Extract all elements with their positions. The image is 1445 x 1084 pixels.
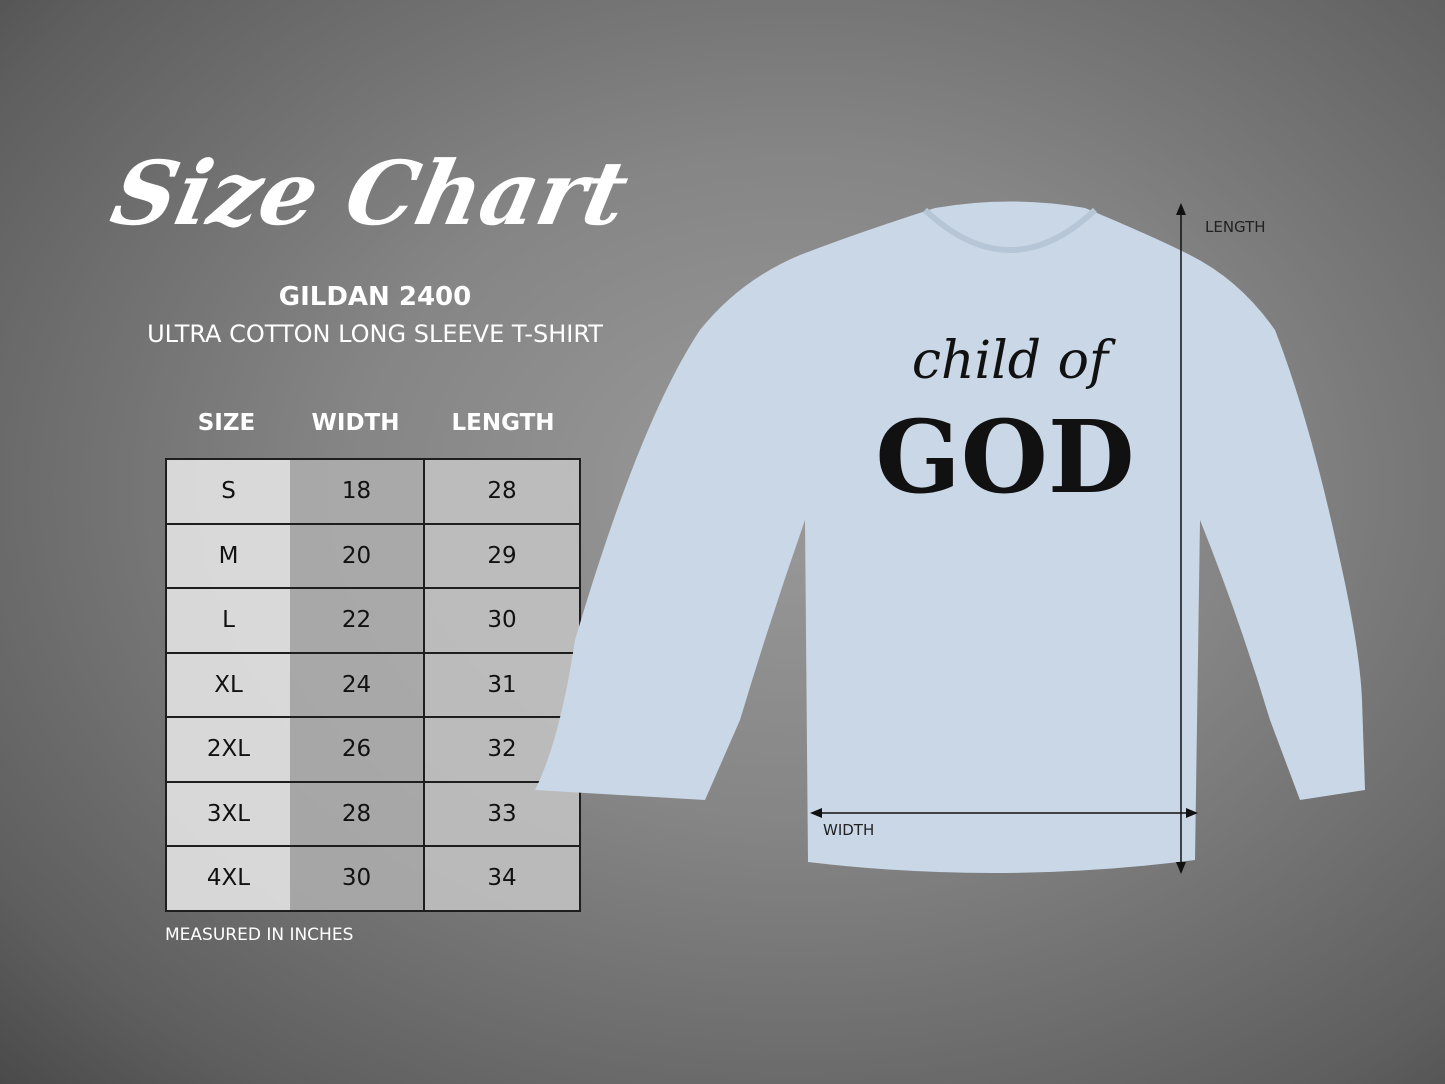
product-model: GILDAN 2400 bbox=[278, 282, 472, 312]
cell-size: L bbox=[165, 587, 290, 654]
cell-length: 32 bbox=[423, 716, 581, 783]
print-script-text: child of bbox=[912, 331, 1116, 391]
cell-length: 34 bbox=[423, 845, 581, 912]
cell-width: 22 bbox=[290, 587, 425, 654]
length-arrow-head-bottom bbox=[1176, 862, 1186, 874]
header-length: LENGTH bbox=[451, 410, 555, 436]
width-arrow-head-right bbox=[1186, 808, 1198, 818]
cell-width: 28 bbox=[290, 780, 425, 847]
table-row: S 18 28 bbox=[165, 458, 581, 525]
width-arrow-head-left bbox=[810, 808, 822, 818]
cell-size: 3XL bbox=[165, 780, 290, 847]
header-size: SIZE bbox=[197, 410, 256, 436]
table-row: 4XL 30 34 bbox=[165, 845, 581, 912]
cell-width: 18 bbox=[290, 458, 425, 525]
header-width: WIDTH bbox=[311, 410, 400, 436]
cell-size: M bbox=[165, 522, 290, 589]
table-row: M 20 29 bbox=[165, 522, 581, 589]
table-row: 3XL 28 33 bbox=[165, 780, 581, 847]
table-row: XL 24 31 bbox=[165, 651, 581, 718]
length-label: LENGTH bbox=[1205, 218, 1266, 236]
cell-length: 33 bbox=[423, 780, 581, 847]
cell-length: 29 bbox=[423, 522, 581, 589]
measurement-note: MEASURED IN INCHES bbox=[165, 925, 354, 945]
cell-length: 31 bbox=[423, 651, 581, 718]
shirt-shape bbox=[535, 201, 1365, 874]
length-arrow-head-top bbox=[1176, 203, 1186, 215]
cell-width: 26 bbox=[290, 716, 425, 783]
width-label: WIDTH bbox=[823, 821, 874, 839]
cell-width: 20 bbox=[290, 522, 425, 589]
cell-width: 30 bbox=[290, 845, 425, 912]
table-row: 2XL 26 32 bbox=[165, 716, 581, 783]
size-table: S 18 28 M 20 29 L 22 30 XL 24 31 2XL 26 32 3XL 28 33 4XL 30… bbox=[165, 458, 581, 912]
cell-size: 4XL bbox=[165, 845, 290, 912]
cell-size: XL bbox=[165, 651, 290, 718]
cell-size: 2XL bbox=[165, 716, 290, 783]
collar bbox=[922, 207, 1098, 253]
cell-length: 30 bbox=[423, 587, 581, 654]
print-main-text: GOD bbox=[875, 398, 1134, 516]
table-row: L 22 30 bbox=[165, 587, 581, 654]
product-description: ULTRA COTTON LONG SLEEVE T-SHIRT bbox=[147, 320, 603, 348]
cell-width: 24 bbox=[290, 651, 425, 718]
cell-size: S bbox=[165, 458, 290, 525]
cell-length: 28 bbox=[423, 458, 581, 525]
